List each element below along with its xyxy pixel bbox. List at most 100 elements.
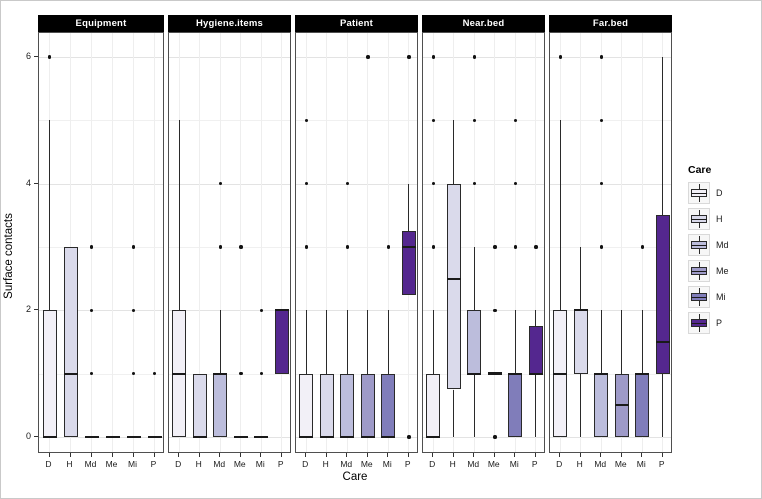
outlier-point xyxy=(472,118,476,123)
upper-whisker xyxy=(600,310,602,374)
median-line xyxy=(274,309,289,312)
facet-panel-near-bed xyxy=(422,32,545,453)
facet-strip-label: Far.bed xyxy=(592,18,629,29)
upper-whisker xyxy=(367,310,369,374)
outlier-point xyxy=(89,371,94,376)
x-tick-label: Md xyxy=(467,459,480,469)
category-gridline xyxy=(260,33,262,452)
outlier-point xyxy=(431,245,435,249)
outlier-point xyxy=(599,118,603,123)
legend-item-d: D xyxy=(688,182,761,204)
upper-whisker xyxy=(408,183,410,232)
upper-whisker xyxy=(326,310,328,374)
upper-whisker xyxy=(662,57,664,216)
category-gridline xyxy=(387,33,389,452)
category-gridline xyxy=(580,33,582,452)
minor-gridline xyxy=(296,247,417,248)
category-gridline xyxy=(432,33,434,452)
outlier-point xyxy=(493,308,497,313)
x-tick-mark xyxy=(366,453,368,457)
minor-gridline xyxy=(39,247,163,248)
major-gridline xyxy=(423,57,544,59)
x-tick-label: Me xyxy=(614,459,627,469)
minor-gridline xyxy=(39,120,163,122)
x-tick-label: Me xyxy=(487,459,500,469)
outlier-point xyxy=(472,55,476,59)
facet-strip-label: Patient xyxy=(339,18,374,29)
legend-median-line xyxy=(691,322,707,324)
outlier-point xyxy=(431,181,435,186)
median-line xyxy=(655,341,670,343)
upper-whisker xyxy=(453,120,455,184)
outlier-point xyxy=(131,371,136,376)
facet-strip-patient: Patient xyxy=(295,15,418,32)
category-gridline xyxy=(641,33,643,452)
facet-strip-label: Equipment xyxy=(75,18,127,29)
major-gridline xyxy=(39,57,163,59)
minor-gridline xyxy=(550,120,671,122)
median-line xyxy=(299,436,314,438)
x-tick-mark xyxy=(260,453,262,457)
x-axis-title: Care xyxy=(342,471,368,483)
boxplot-box-h xyxy=(446,183,461,390)
median-line xyxy=(401,246,416,248)
x-tick-mark xyxy=(452,453,454,457)
x-tick-label: Mi xyxy=(255,459,265,469)
outlier-point xyxy=(131,308,136,313)
x-tick-label: Mi xyxy=(636,459,646,469)
legend-item-md: Md xyxy=(688,234,761,256)
upper-whisker xyxy=(514,310,516,374)
y-tick-mark xyxy=(34,309,38,311)
median-line xyxy=(340,436,355,438)
x-tick-label: P xyxy=(404,459,411,469)
x-tick-mark xyxy=(493,453,495,457)
outlier-point xyxy=(239,245,243,249)
boxplot-box-mi xyxy=(508,373,523,437)
y-tick-label: 0 xyxy=(25,431,31,441)
outlier-point xyxy=(513,118,517,123)
legend-median-line xyxy=(691,192,707,194)
x-tick-mark xyxy=(178,453,180,457)
boxplot-box-h xyxy=(63,247,78,437)
outlier-point xyxy=(640,245,644,249)
category-gridline xyxy=(326,33,328,452)
outlier-point xyxy=(304,118,308,123)
median-line xyxy=(319,436,334,438)
x-tick-mark xyxy=(219,453,221,457)
median-line xyxy=(467,372,482,375)
boxplot-box-p xyxy=(274,310,289,374)
category-gridline xyxy=(621,33,623,452)
outlier-point xyxy=(513,245,517,249)
median-line xyxy=(446,277,461,280)
outlier-point xyxy=(239,371,243,376)
x-tick-label: D xyxy=(45,459,52,469)
x-tick-label: H xyxy=(449,459,456,469)
major-gridline xyxy=(296,437,417,438)
outlier-point xyxy=(345,245,349,249)
x-tick-label: Me xyxy=(105,459,118,469)
category-gridline xyxy=(70,33,71,452)
outlier-point xyxy=(89,308,94,313)
x-tick-mark xyxy=(579,453,581,457)
minor-gridline xyxy=(423,120,544,122)
x-tick-label: D xyxy=(302,459,309,469)
outlier-point xyxy=(131,245,136,249)
collapsed-box-p xyxy=(147,435,162,439)
x-tick-label: Me xyxy=(233,459,246,469)
legend-item-mi: Mi xyxy=(688,286,761,308)
boxplot-box-md xyxy=(594,373,609,437)
legend-label: H xyxy=(716,214,723,224)
facet-strip-equipment: Equipment xyxy=(38,15,164,32)
x-tick-mark xyxy=(641,453,643,457)
upper-whisker xyxy=(621,310,623,374)
median-line xyxy=(360,436,375,438)
median-line xyxy=(528,372,543,375)
x-tick-label: D xyxy=(556,459,563,469)
boxplot-box-d xyxy=(426,373,441,437)
boxplot-box-md xyxy=(213,373,228,437)
x-tick-label: H xyxy=(322,459,329,469)
upper-whisker xyxy=(432,310,434,374)
minor-gridline xyxy=(296,373,417,375)
lower-whisker xyxy=(662,373,664,437)
